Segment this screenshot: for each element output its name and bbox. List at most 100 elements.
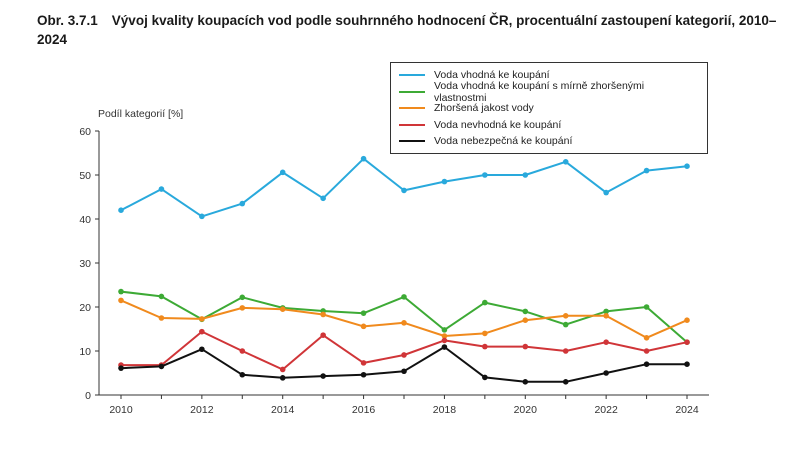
data-point-series-3-2019 [482,330,488,337]
data-point-series-1-2013 [239,200,246,207]
x-tick-label: 2010 [109,404,133,416]
data-point-series-4-2022 [603,339,609,346]
legend-label: Zhoršená jakost vody [434,102,534,115]
legend-swatch [399,90,425,93]
data-point-series-4-2020 [522,343,529,350]
data-point-series-5-2010 [118,365,124,371]
data-point-series-4-2017 [401,352,407,358]
data-point-series-1-2016 [360,155,367,162]
data-point-series-5-2017 [401,368,407,375]
data-point-series-3-2011 [158,315,165,321]
data-point-series-5-2015 [320,373,326,379]
series-line-4 [121,330,688,371]
data-point-series-1-2012 [199,213,205,220]
data-point-series-1-2014 [279,169,286,176]
data-point-series-1-2023 [643,167,650,174]
data-point-series-3-2015 [320,311,326,318]
legend-swatch [399,107,425,110]
x-tick-label: 2012 [190,404,214,416]
data-point-series-5-2024 [684,361,690,368]
data-point-series-1-2011 [158,186,165,192]
data-point-series-2-2011 [158,293,165,300]
data-point-series-4-2018 [441,337,448,344]
x-tick-label: 2020 [514,404,538,416]
y-tick-label: 40 [79,214,91,226]
legend-item-5: Voda nebezpečná ke koupání [399,133,699,150]
data-point-series-5-2016 [360,371,367,378]
data-point-series-1-2020 [522,172,529,178]
data-point-series-5-2021 [562,379,569,385]
x-tick-label: 2024 [675,404,699,416]
data-point-series-4-2021 [562,348,569,354]
data-point-series-3-2022 [603,313,609,319]
data-point-series-5-2018 [441,344,448,350]
data-point-series-3-2018 [441,333,448,339]
data-point-series-3-2023 [643,335,650,341]
data-point-series-1-2022 [603,189,609,196]
data-point-series-2-2020 [522,308,529,315]
series-line-3 [120,299,688,339]
data-point-series-4-2019 [482,343,488,350]
data-point-series-2-2023 [643,304,650,310]
data-point-series-2-2016 [360,310,367,316]
x-tick-label: 2014 [271,404,295,416]
data-point-series-2-2022 [603,308,609,315]
legend-swatch [399,74,425,77]
legend-swatch [399,140,425,143]
data-point-series-3-2021 [562,313,569,319]
data-point-series-5-2013 [239,371,246,378]
data-point-series-1-2015 [320,195,326,202]
data-point-series-3-2012 [199,316,205,322]
y-tick-label: 0 [85,390,91,402]
data-point-series-4-2012 [199,328,205,335]
data-point-series-1-2024 [684,163,690,169]
chart-title: Obr. 3.7.1 Vývoj kvality koupacích vod po… [37,11,777,49]
x-tick-label: 2018 [433,404,457,416]
data-point-series-3-2017 [401,320,407,326]
legend-item-1: Voda vhodná ke koupání [399,67,699,84]
y-tick-label: 50 [79,170,91,182]
data-point-series-3-2016 [360,323,367,330]
y-tick-label: 30 [79,258,91,270]
data-point-series-4-2023 [643,348,650,354]
figure-caption: Vývoj kvality koupacích vod podle souhrn… [37,13,777,47]
data-point-series-1-2010 [118,207,124,213]
figure-number: Obr. 3.7.1 [37,13,98,28]
data-point-series-2-2010 [118,288,124,295]
y-tick-label: 60 [79,126,91,138]
data-point-series-5-2012 [199,346,205,353]
data-point-series-2-2019 [482,299,488,306]
data-point-series-3-2024 [684,317,690,324]
y-axis-label: Podíl kategorií [%] [98,108,184,120]
data-point-series-5-2011 [158,363,165,370]
data-point-series-4-2016 [360,360,367,366]
data-point-series-4-2024 [684,339,690,346]
data-point-series-4-2014 [279,366,286,373]
data-point-series-5-2022 [603,370,609,376]
data-point-series-4-2015 [320,332,326,338]
legend-label: Voda vhodná ke koupání [434,69,550,82]
data-point-series-2-2017 [401,294,407,300]
legend-swatch [399,123,425,126]
data-point-series-1-2019 [482,172,488,178]
chart-legend: Voda vhodná ke koupání Voda vhodná ke kou… [390,62,708,154]
data-point-series-4-2013 [239,348,246,354]
data-point-series-5-2023 [643,361,650,368]
data-point-series-2-2021 [562,321,569,328]
data-point-series-3-2013 [239,305,246,311]
y-tick-label: 20 [79,302,91,314]
data-point-series-2-2013 [239,294,246,301]
legend-label: Voda vhodná ke koupání s mírně zhoršeným… [434,79,645,104]
series-line-1 [120,157,688,218]
data-point-series-1-2017 [401,187,407,194]
legend-item-2: Voda vhodná ke koupání s mírně zhoršeným… [399,80,699,104]
data-point-series-5-2014 [279,375,286,381]
x-tick-label: 2016 [352,404,376,416]
legend-item-4: Voda nevhodná ke koupání [399,117,699,134]
data-point-series-1-2018 [441,178,448,185]
data-point-series-3-2020 [522,317,529,324]
legend-label: Voda nevhodná ke koupání [434,118,562,131]
legend-item-3: Zhoršená jakost vody [399,100,699,117]
data-point-series-3-2010 [118,297,124,304]
